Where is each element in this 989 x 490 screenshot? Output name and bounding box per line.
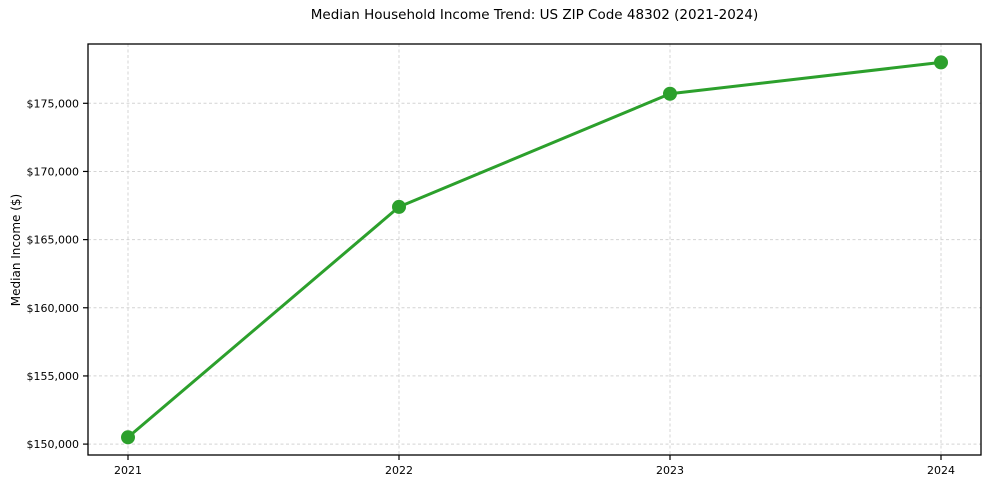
x-tick-label: 2024 xyxy=(927,464,955,477)
y-tick-label: $165,000 xyxy=(27,234,80,247)
x-tick-label: 2023 xyxy=(656,464,684,477)
x-tick-label: 2021 xyxy=(114,464,142,477)
y-tick-label: $175,000 xyxy=(27,97,80,110)
data-point-2023 xyxy=(663,86,677,101)
x-tick-label: 2022 xyxy=(385,464,413,477)
y-tick-label: $160,000 xyxy=(27,302,80,315)
trend-line xyxy=(126,60,943,439)
data-point-2021 xyxy=(121,430,135,445)
y-axis-label: Median Income ($) xyxy=(9,193,23,307)
y-tick-label: $170,000 xyxy=(27,165,80,178)
chart-title: Median Household Income Trend: US ZIP Co… xyxy=(310,7,759,23)
data-point-2024 xyxy=(934,55,948,70)
data-point-2022 xyxy=(392,199,406,214)
plot-border xyxy=(87,43,982,456)
y-tick-label: $155,000 xyxy=(27,370,80,383)
y-tick-label: $150,000 xyxy=(27,438,80,451)
